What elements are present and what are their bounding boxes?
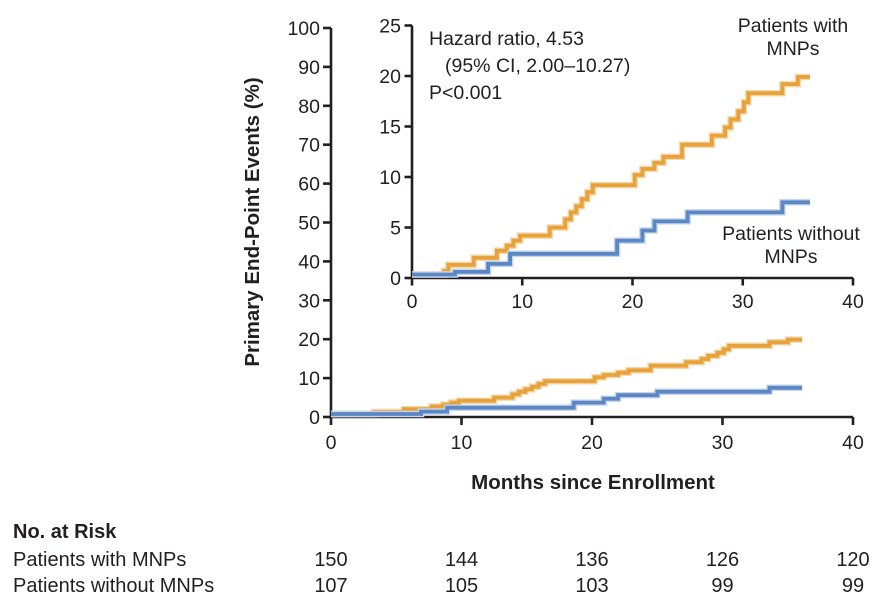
inset-x-tick-label: 0 [407, 291, 418, 313]
annotation-line-ci: (95% CI, 2.00–10.27) [445, 55, 631, 77]
main-x-tick-label: 20 [581, 432, 603, 454]
without-mnps-series-label-line1: Patients without [722, 223, 860, 245]
risk-count: 144 [444, 549, 479, 571]
inset-curves [412, 73, 810, 278]
annotation-line-hazard-ratio: Hazard ratio, 4.53 [429, 28, 585, 50]
inset-patients-with-mnps-curve [412, 75, 810, 277]
inset-x-tick-label: 40 [842, 291, 864, 313]
inset-patients-without-mnps-curve [412, 200, 810, 277]
main-x-tick-label: 40 [842, 432, 864, 454]
main-patients-with-mnps-curve [331, 337, 803, 416]
main-y-tick-label: 70 [298, 135, 320, 157]
main-y-tick-label: 60 [298, 174, 320, 196]
main-y-tick-label: 100 [287, 18, 320, 40]
main-y-tick-label: 40 [298, 251, 320, 273]
inset-y-tick-label: 15 [379, 117, 401, 139]
main-y-tick-label: 30 [298, 290, 320, 312]
main-x-tick-label: 30 [712, 432, 734, 454]
inset-axes: 0 5 10 15 20 25 0 10 20 30 40 [379, 16, 864, 314]
inset-y-tick-label: 10 [379, 167, 401, 189]
main-y-tick-label: 0 [309, 407, 320, 429]
with-mnps-series-label-line2: MNPs [766, 38, 820, 60]
risk-count: 105 [444, 575, 479, 597]
risk-count: 120 [836, 549, 870, 571]
main-x-tick-label: 0 [326, 432, 337, 454]
main-x-tick-label: 10 [451, 432, 473, 454]
main-y-tick-label: 50 [298, 213, 320, 235]
main-patients-with-mnps-halo [331, 336, 803, 418]
inset-x-tick-label: 30 [732, 291, 754, 313]
inset-y-tick-label: 0 [390, 268, 401, 290]
annotation-line-pvalue: P<0.001 [429, 82, 503, 104]
y-axis-title: Primary End-Point Events (%) [241, 77, 264, 367]
without-mnps-series-label: Patients without MNPs [700, 223, 882, 269]
with-mnps-series-label: Patients with MNPs [712, 15, 874, 61]
risk-count: 126 [705, 549, 740, 571]
inset-y-tick-label: 20 [379, 66, 401, 88]
risk-count: 99 [711, 575, 734, 597]
risk-count: 136 [575, 549, 609, 571]
hazard-ratio-annotation: Hazard ratio, 4.53 (95% CI, 2.00–10.27) … [429, 26, 630, 107]
main-y-tick-label: 20 [298, 329, 320, 351]
main-curves [331, 336, 803, 418]
risk-row-label: Patients with MNPs [13, 549, 187, 571]
risk-table-heading: No. at Risk [13, 521, 117, 543]
risk-count: 103 [575, 575, 609, 597]
main-y-tick-label: 10 [298, 368, 320, 390]
main-y-tick-label: 80 [298, 96, 320, 118]
inset-y-tick-label: 25 [379, 16, 401, 38]
risk-count: 99 [841, 575, 865, 597]
inset-x-tick-label: 10 [511, 291, 533, 313]
with-mnps-series-label-line1: Patients with [737, 15, 849, 37]
inset-x-tick-label: 20 [622, 291, 644, 313]
x-axis-title: Months since Enrollment [471, 471, 715, 494]
risk-count: 107 [314, 575, 348, 597]
risk-row-label: Patients without MNPs [13, 575, 215, 597]
main-patients-without-mnps-curve [331, 385, 803, 416]
main-y-tick-label: 90 [298, 57, 320, 79]
risk-count: 150 [314, 549, 348, 571]
without-mnps-series-label-line2: MNPs [764, 246, 818, 268]
inset-y-tick-label: 5 [390, 218, 401, 240]
